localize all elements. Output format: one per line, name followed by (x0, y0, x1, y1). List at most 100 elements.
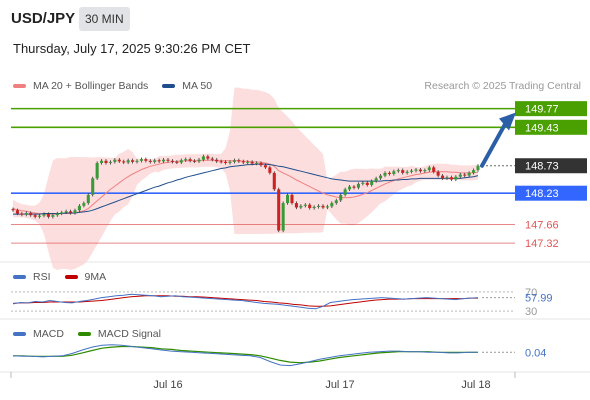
candle-body (352, 186, 356, 188)
candle-body (42, 214, 46, 216)
candle-body (126, 160, 130, 163)
bollinger-band (13, 87, 478, 270)
macd-line (12, 344, 478, 367)
candle-body (290, 194, 294, 204)
candle-body (365, 182, 369, 185)
candle-body (387, 172, 391, 174)
candle-body (69, 211, 73, 213)
legend-item-9ma: 9MA (64, 271, 106, 283)
legend-swatch (13, 275, 26, 279)
x-axis-tick-label: Jul 16 (153, 379, 182, 391)
candle-body (476, 165, 480, 171)
candle-body (175, 161, 179, 163)
candle-body (86, 194, 90, 204)
timeframe-badge[interactable]: 30 MIN (79, 7, 130, 31)
candle-body (215, 159, 219, 162)
candle-body (228, 161, 232, 163)
candle-body (445, 177, 449, 179)
candle-body (55, 213, 59, 216)
candle-body (77, 205, 81, 211)
rsi-line (12, 293, 479, 310)
candle-body (405, 171, 409, 173)
candle-body (206, 156, 210, 159)
candle-body (441, 175, 445, 179)
candle-body (259, 162, 263, 166)
candle-body (348, 186, 352, 190)
candle-body (24, 212, 28, 215)
macd-level-label: 0.04 (525, 347, 546, 359)
candle-body (272, 172, 276, 190)
candle-body (170, 160, 174, 162)
candle-body (95, 162, 99, 179)
candle-body (343, 189, 347, 195)
candle-body (414, 169, 418, 171)
candle-body (321, 205, 325, 208)
candle-body (153, 160, 157, 162)
price-label-bg (515, 101, 587, 117)
legend-item-ma20-bollinger: MA 20 + Bollinger Bands (13, 80, 148, 92)
macd-signal-line (13, 345, 478, 364)
candle-body (263, 165, 267, 168)
candle-body (135, 160, 139, 162)
candle-body (325, 206, 329, 208)
candle-body (281, 203, 285, 231)
candle-body (131, 160, 135, 162)
datetime-label: Thursday, July 17, 2025 9:30:26 PM CET (13, 41, 251, 56)
candle-body (139, 159, 143, 161)
candle-body (383, 172, 387, 176)
candle-body (356, 183, 360, 188)
price-level-label: 149.77 (525, 104, 559, 116)
candle-body (104, 160, 108, 163)
forecast-arrow-head (499, 112, 516, 131)
symbol-title: USD/JPY (11, 10, 76, 27)
candle-body (423, 170, 427, 172)
candle-body (144, 159, 148, 161)
candle-body (436, 171, 440, 176)
candle-body (232, 160, 236, 162)
price-level-label: 149.43 (525, 122, 559, 134)
rsi-level-label: 30 (525, 306, 537, 318)
candle-body (334, 200, 338, 204)
candle-body (193, 160, 197, 162)
price-label-bg (515, 185, 587, 201)
candle-body (317, 205, 321, 207)
candle-body (449, 177, 453, 180)
legend-label: MA 20 + Bollinger Bands (33, 80, 149, 92)
candle-body (401, 170, 405, 173)
candle-body (312, 206, 316, 209)
candle-body (432, 167, 436, 172)
price-level-label: 148.73 (525, 161, 559, 173)
candle-body (454, 176, 458, 180)
ma50-line (13, 163, 479, 215)
main-legend: MA 20 + Bollinger Bands MA 50 (13, 80, 226, 92)
candle-body (472, 170, 476, 173)
candle-body (20, 213, 24, 215)
candle-body (29, 212, 33, 216)
legend-label: MACD (33, 328, 64, 340)
candle-body (38, 215, 42, 217)
candle-body (268, 167, 272, 173)
candle-body (157, 160, 161, 162)
x-axis-tick-label: Jul 17 (325, 379, 354, 391)
price-label-bg (515, 158, 587, 174)
candle-body (33, 215, 37, 217)
candle-body (73, 210, 77, 213)
candle-body (82, 203, 86, 206)
candle-body (299, 205, 303, 208)
candle-body (303, 204, 307, 206)
legend-swatch (13, 84, 26, 88)
candle-body (188, 159, 192, 161)
candle-body (237, 160, 241, 162)
candle-body (11, 209, 15, 211)
copyright-text: Research © 2025 Trading Central (424, 80, 581, 92)
candle-body (339, 194, 343, 201)
candle-body (162, 159, 166, 162)
candle-body (179, 160, 183, 163)
candle-body (201, 156, 205, 160)
candle-body (467, 172, 471, 176)
ma20-line (12, 159, 479, 215)
x-axis-tick-label: Jul 18 (461, 379, 490, 391)
candle-body (51, 215, 55, 217)
legend-swatch (162, 84, 176, 88)
